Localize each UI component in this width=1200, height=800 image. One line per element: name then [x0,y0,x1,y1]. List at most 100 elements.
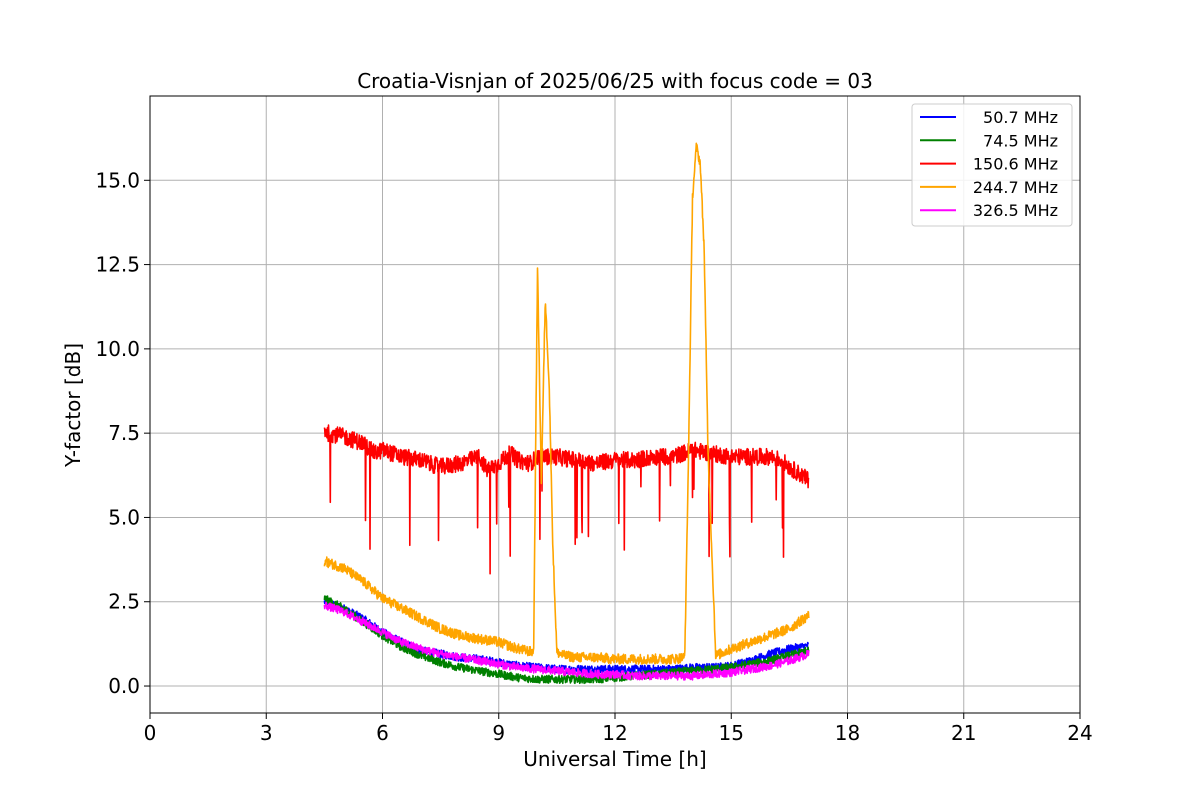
data-point [730,671,732,673]
data-point [715,654,717,656]
data-point [536,668,538,670]
data-point [788,466,790,468]
x-tick-label: 18 [835,721,860,745]
data-point [459,634,461,636]
data-point [556,670,558,672]
data-point [788,628,790,630]
data-point [614,658,616,660]
data-point [401,607,403,609]
data-point [672,658,674,660]
data-point [536,456,538,458]
data-point [532,651,534,653]
data-point [575,671,577,673]
data-point [614,668,616,670]
x-tick-label: 3 [260,721,273,745]
legend-label: 50.7 MHz [983,108,1058,127]
y-tick-label: 5.0 [108,505,140,529]
series-line-3 [323,424,810,575]
data-point [769,665,771,667]
data-point [749,456,751,458]
data-point [420,617,422,619]
data-point [788,648,790,650]
y-axis-label: Y-factor [dB] [61,343,85,468]
data-point [711,673,713,675]
data-point [381,597,383,599]
data-point [540,483,542,485]
data-point [327,432,329,434]
data-point [498,641,500,643]
data-point [362,442,364,444]
data-point [730,648,732,650]
data-point [594,656,596,658]
x-axis-label: Universal Time [h] [523,747,706,771]
data-point [575,656,577,658]
data-point [323,597,325,599]
legend-label: 150.6 MHz [973,155,1058,174]
data-point [381,631,383,633]
data-point [769,456,771,458]
data-point [563,654,565,656]
y-tick-label: 12.5 [95,253,140,277]
data-point [401,641,403,643]
x-tick-label: 21 [951,721,976,745]
data-point [594,462,596,464]
data-point [323,560,325,562]
data-point [614,459,616,461]
y-tick-label: 2.5 [108,590,140,614]
data-point [653,675,655,677]
data-point [711,452,713,454]
data-point [420,648,422,650]
x-tick-label: 24 [1067,721,1092,745]
data-point [653,658,655,660]
legend-label: 244.7 MHz [973,178,1058,197]
y-tick-label: 15.0 [95,168,140,192]
data-point [808,479,810,481]
data-point [428,462,430,464]
chart-title: Croatia-Visnjan of 2025/06/25 with focus… [357,69,873,93]
x-axis-ticks: 0 3 6 9 12 15 18 21 24 [144,713,1093,745]
series-line-5 [323,601,810,681]
x-tick-label: 15 [719,721,744,745]
data-point [401,456,403,458]
data-point [672,456,674,458]
data-point [323,429,325,431]
data-point [703,247,705,249]
data-point [439,661,441,663]
data-point [788,660,790,662]
data-point [548,381,550,383]
data-point [529,462,531,464]
series-line-4 [323,142,810,665]
data-point [420,654,422,656]
y-tick-label: 10.0 [95,337,140,361]
data-point [684,656,686,658]
data-point [459,666,461,668]
x-tick-label: 9 [492,721,505,745]
data-point [459,462,461,464]
data-point [362,621,364,623]
x-tick-label: 12 [602,721,627,745]
legend-box [911,103,1073,227]
data-point [343,435,345,437]
data-point [459,656,461,658]
data-point [594,678,596,680]
data-point [575,678,577,680]
data-point [556,651,558,653]
legend-label: 74.5 MHz [983,131,1058,150]
data-point [749,641,751,643]
data-point [769,653,771,655]
legend: 50.7 MHz 74.5 MHz 150.6 MHz 244.7 MHz 326.5 … [911,103,1073,227]
data-point [707,449,709,451]
data-point [594,673,596,675]
data-point [517,666,519,668]
data-point [478,660,480,662]
legend-label: 326.5 MHz [973,201,1058,220]
data-point [439,466,441,468]
data-point [374,452,376,454]
data-point [780,459,782,461]
data-point [536,263,538,265]
data-point [323,604,325,606]
data-point [633,658,635,660]
data-point [517,459,519,461]
legend-items: 50.7 MHz 74.5 MHz 150.6 MHz 244.7 MHz 326.5 … [920,108,1058,220]
data-point [691,675,693,677]
